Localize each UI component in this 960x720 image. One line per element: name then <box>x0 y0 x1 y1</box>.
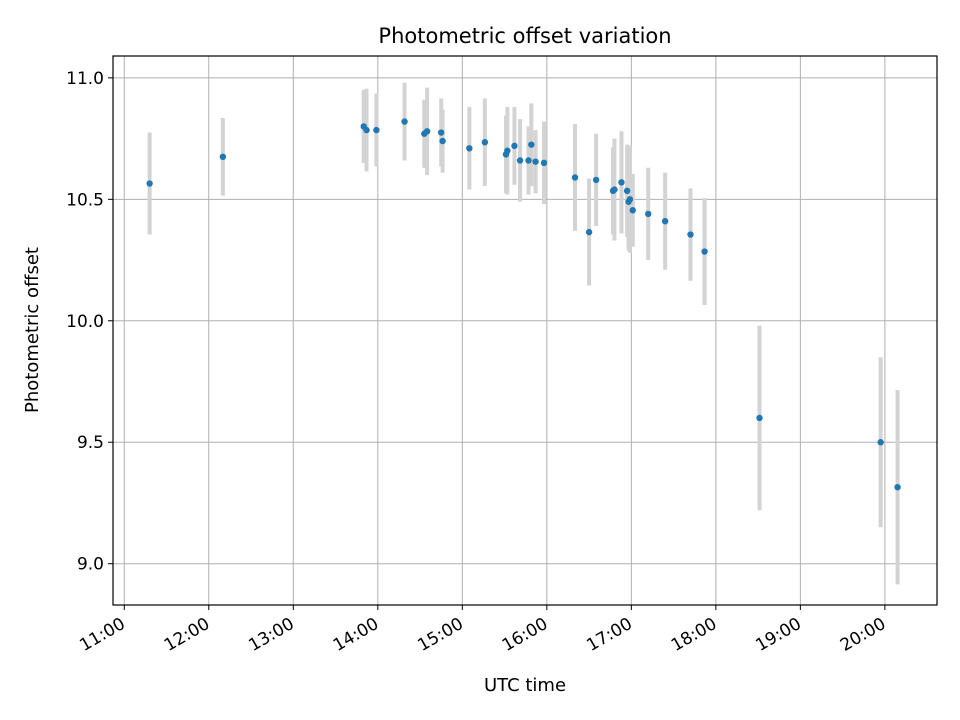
x-axis-title: UTC time <box>484 675 566 696</box>
data-point <box>623 187 631 195</box>
data-point <box>481 139 489 146</box>
data-point <box>645 210 652 218</box>
data-point <box>466 145 473 152</box>
data-point <box>504 147 511 154</box>
data-point <box>437 129 445 136</box>
data-point <box>401 118 408 125</box>
data-point <box>629 207 636 214</box>
data-point <box>532 158 539 165</box>
y-tick-label: 9.5 <box>77 433 104 453</box>
y-axis-title: Photometric offset <box>22 247 43 413</box>
data-points <box>146 118 901 491</box>
data-point <box>219 153 227 161</box>
data-point <box>516 157 524 164</box>
y-tick-label: 10.5 <box>66 190 104 210</box>
data-point <box>528 141 535 148</box>
data-point <box>146 180 153 187</box>
y-tick-label: 10.0 <box>66 312 104 332</box>
y-tick-label: 9.0 <box>77 555 104 575</box>
data-point <box>511 142 518 150</box>
data-point <box>525 157 532 164</box>
data-point <box>439 137 446 145</box>
data-point <box>756 414 763 422</box>
data-point <box>894 483 901 491</box>
data-point <box>618 179 625 186</box>
data-point <box>585 228 593 236</box>
data-point <box>540 159 548 167</box>
data-point <box>611 186 618 193</box>
data-point <box>373 126 380 134</box>
chart-title: Photometric offset variation <box>378 24 671 48</box>
data-point <box>363 126 370 134</box>
grid <box>113 56 937 605</box>
data-point <box>877 439 884 446</box>
data-point <box>423 128 431 135</box>
data-point <box>592 176 600 184</box>
data-point <box>701 248 708 255</box>
data-point <box>661 217 669 225</box>
data-point <box>687 231 694 238</box>
plot-frame <box>112 55 938 606</box>
y-axis: 9.0 9.5 10.0 10.5 11.0 <box>66 69 113 575</box>
data-point <box>626 196 634 203</box>
y-tick-label: 11.0 <box>66 69 104 89</box>
data-point <box>571 174 579 181</box>
